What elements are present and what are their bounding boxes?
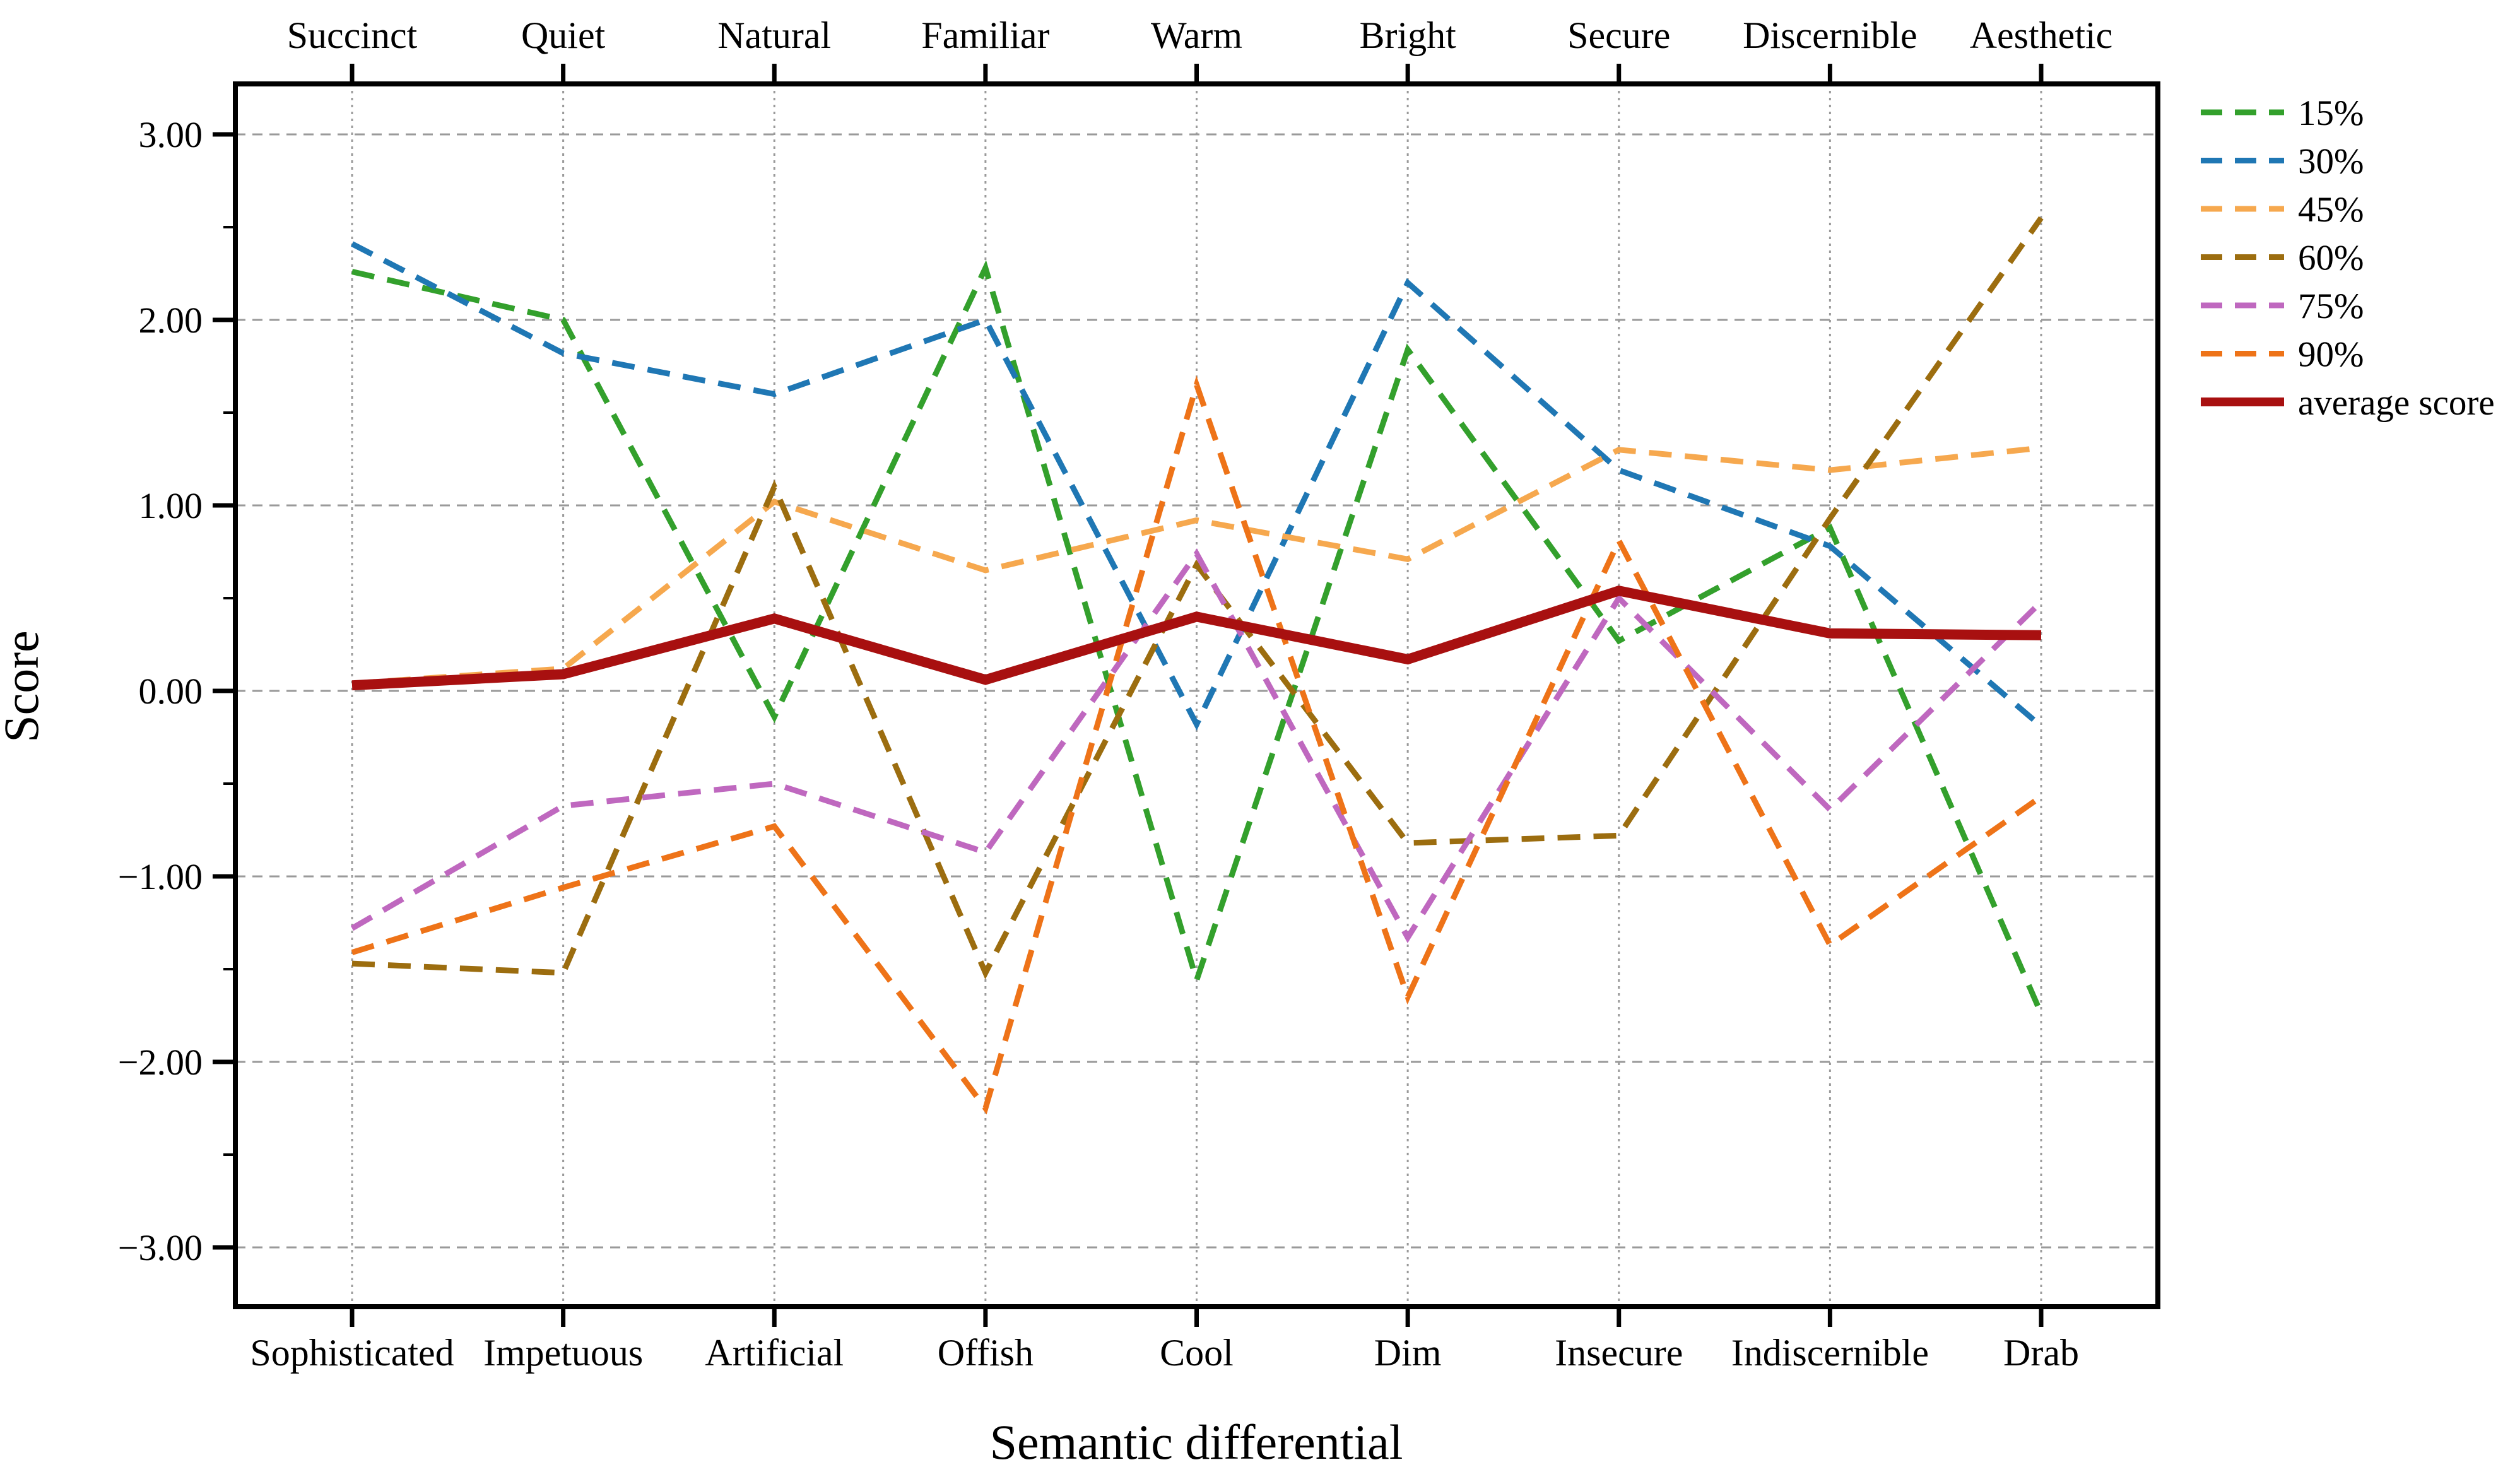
y-tick-label: −3.00: [118, 1227, 203, 1268]
y-tick-label: 3.00: [139, 114, 203, 155]
bottom-category-label: Cool: [1160, 1332, 1234, 1374]
series-line-60%: [351, 216, 2044, 980]
bottom-category-label: Drab: [2003, 1332, 2079, 1374]
legend-label-15%: 15%: [2298, 93, 2364, 133]
grid-layer: [235, 84, 2158, 1307]
bottom-category-label: Sophisticated: [250, 1332, 454, 1374]
legend-label-60%: 60%: [2298, 238, 2364, 278]
y-tick-label: 2.00: [139, 300, 203, 341]
legend-label-average-score: average score: [2298, 383, 2495, 423]
top-category-label: Succinct: [287, 15, 418, 56]
bottom-category-label: Indiscernible: [1731, 1332, 1929, 1374]
top-category-label: Aesthetic: [1970, 15, 2113, 56]
bottom-category-label: Impetuous: [483, 1332, 643, 1374]
series-line-average-score: [351, 585, 2042, 691]
legend-label-90%: 90%: [2298, 335, 2364, 375]
series-line-75%: [350, 548, 2044, 943]
bottom-category-label: Artificial: [705, 1332, 844, 1374]
axis-labels-layer: 3.00 2.00 1.00 0.00 −1.00 −2.00 −3.00 Sophistic…: [118, 15, 2113, 1374]
top-category-label: Secure: [1567, 15, 1670, 56]
legend: 15% 30% 45% 60% 75% 90% average score: [2201, 93, 2495, 423]
series-line-90%: [351, 375, 2043, 1115]
series-line-30%: [350, 241, 2043, 731]
series-line-15%: [351, 260, 2044, 1015]
top-category-label: Discernible: [1743, 15, 1917, 56]
y-axis-title: Score: [0, 630, 49, 743]
top-category-label: Familiar: [921, 15, 1049, 56]
top-category-label: Natural: [717, 15, 831, 56]
legend-label-30%: 30%: [2298, 142, 2364, 182]
y-tick-label: −2.00: [118, 1042, 203, 1083]
y-tick-label: −1.00: [118, 856, 203, 897]
x-axis-title: Semantic differential: [990, 1415, 1403, 1469]
bottom-category-label: Offish: [938, 1332, 1034, 1374]
bottom-category-label: Dim: [1374, 1332, 1442, 1374]
tick-layer: [213, 64, 2044, 1327]
series-layer: [350, 216, 2044, 1115]
y-tick-label: 0.00: [139, 671, 203, 712]
legend-label-75%: 75%: [2298, 286, 2364, 326]
top-category-label: Quiet: [521, 15, 606, 56]
legend-label-45%: 45%: [2298, 190, 2364, 230]
y-tick-label: 1.00: [139, 485, 203, 526]
series-line-45%: [351, 445, 2042, 686]
top-category-label: Warm: [1151, 15, 1242, 56]
bottom-category-label: Insecure: [1555, 1332, 1683, 1374]
top-category-label: Bright: [1359, 15, 1456, 56]
